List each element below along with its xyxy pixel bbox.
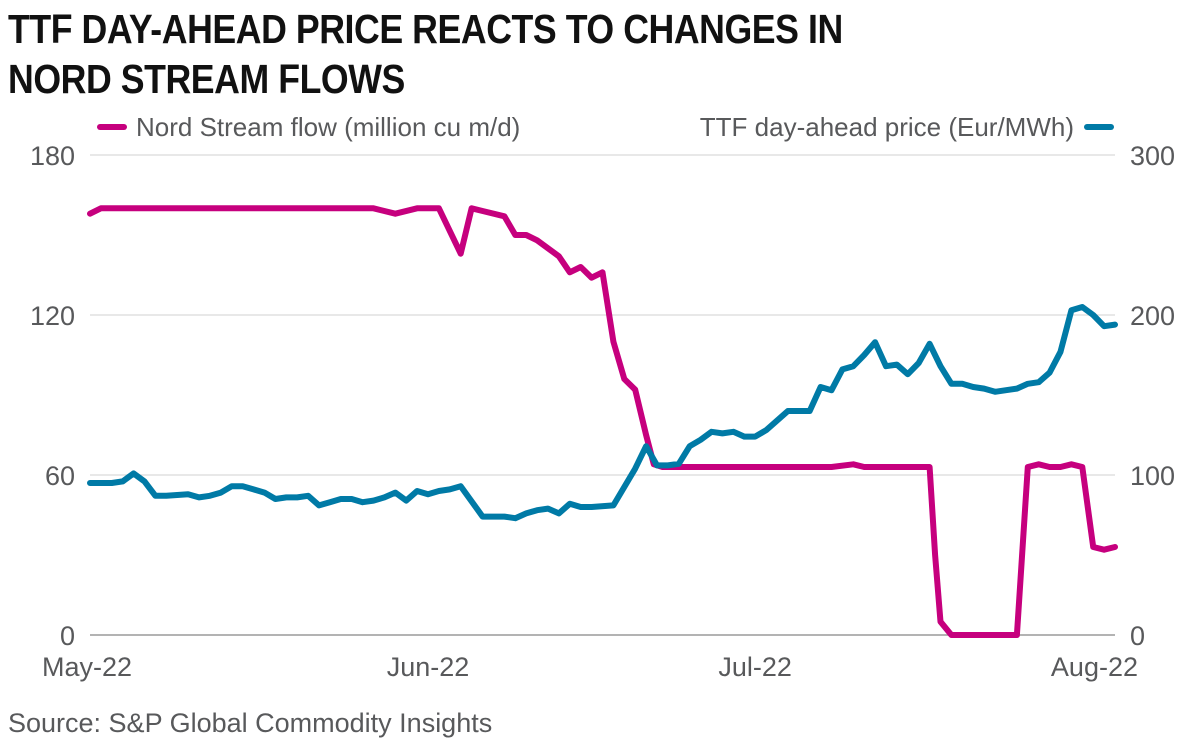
x-axis-tick-label: Aug-22 [1051, 652, 1138, 682]
right-axis-tick-labels: 0 100 200 300 [1130, 141, 1175, 651]
right-axis-tick-label: 200 [1130, 301, 1175, 331]
x-axis-tick-labels: May-22 Jun-22 Jul-22 Aug-22 [42, 652, 1138, 682]
chart-area: 0 60 120 180 0 100 200 300 May-22 Jun-22 Jul-22 A… [30, 112, 1175, 682]
gridlines [90, 154, 1115, 636]
nord-stream-flow-line [87, 205, 1118, 638]
x-axis-tick-label: May-22 [42, 652, 132, 682]
left-axis-tick-label: 60 [45, 461, 75, 491]
legend-label-ttf-price: TTF day-ahead price (Eur/MWh) [700, 112, 1074, 142]
legend: Nord Stream flow (million cu m/d) TTF day… [97, 112, 1114, 142]
left-axis-tick-labels: 0 60 120 180 [30, 141, 75, 651]
ttf-price-line [87, 304, 1118, 522]
x-axis-tick-label: Jun-22 [387, 652, 470, 682]
chart-title: TTF DAY-AHEAD PRICE REACTS TO CHANGES IN… [8, 4, 1188, 104]
left-axis-tick-label: 180 [30, 141, 75, 171]
right-axis-tick-label: 100 [1130, 461, 1175, 491]
left-axis-tick-label: 120 [30, 301, 75, 331]
legend-label-nord-stream: Nord Stream flow (million cu m/d) [136, 112, 520, 142]
left-axis-tick-label: 0 [60, 621, 75, 651]
chart-title-line-1: TTF DAY-AHEAD PRICE REACTS TO CHANGES IN [8, 6, 843, 52]
series-lines [87, 205, 1118, 638]
right-axis-tick-label: 0 [1130, 621, 1145, 651]
source-note: Source: S&P Global Commodity Insights [8, 708, 493, 738]
right-axis-tick-label: 300 [1130, 141, 1175, 171]
x-axis-tick-label: Jul-22 [718, 652, 792, 682]
chart-title-line-2: NORD STREAM FLOWS [8, 56, 405, 102]
